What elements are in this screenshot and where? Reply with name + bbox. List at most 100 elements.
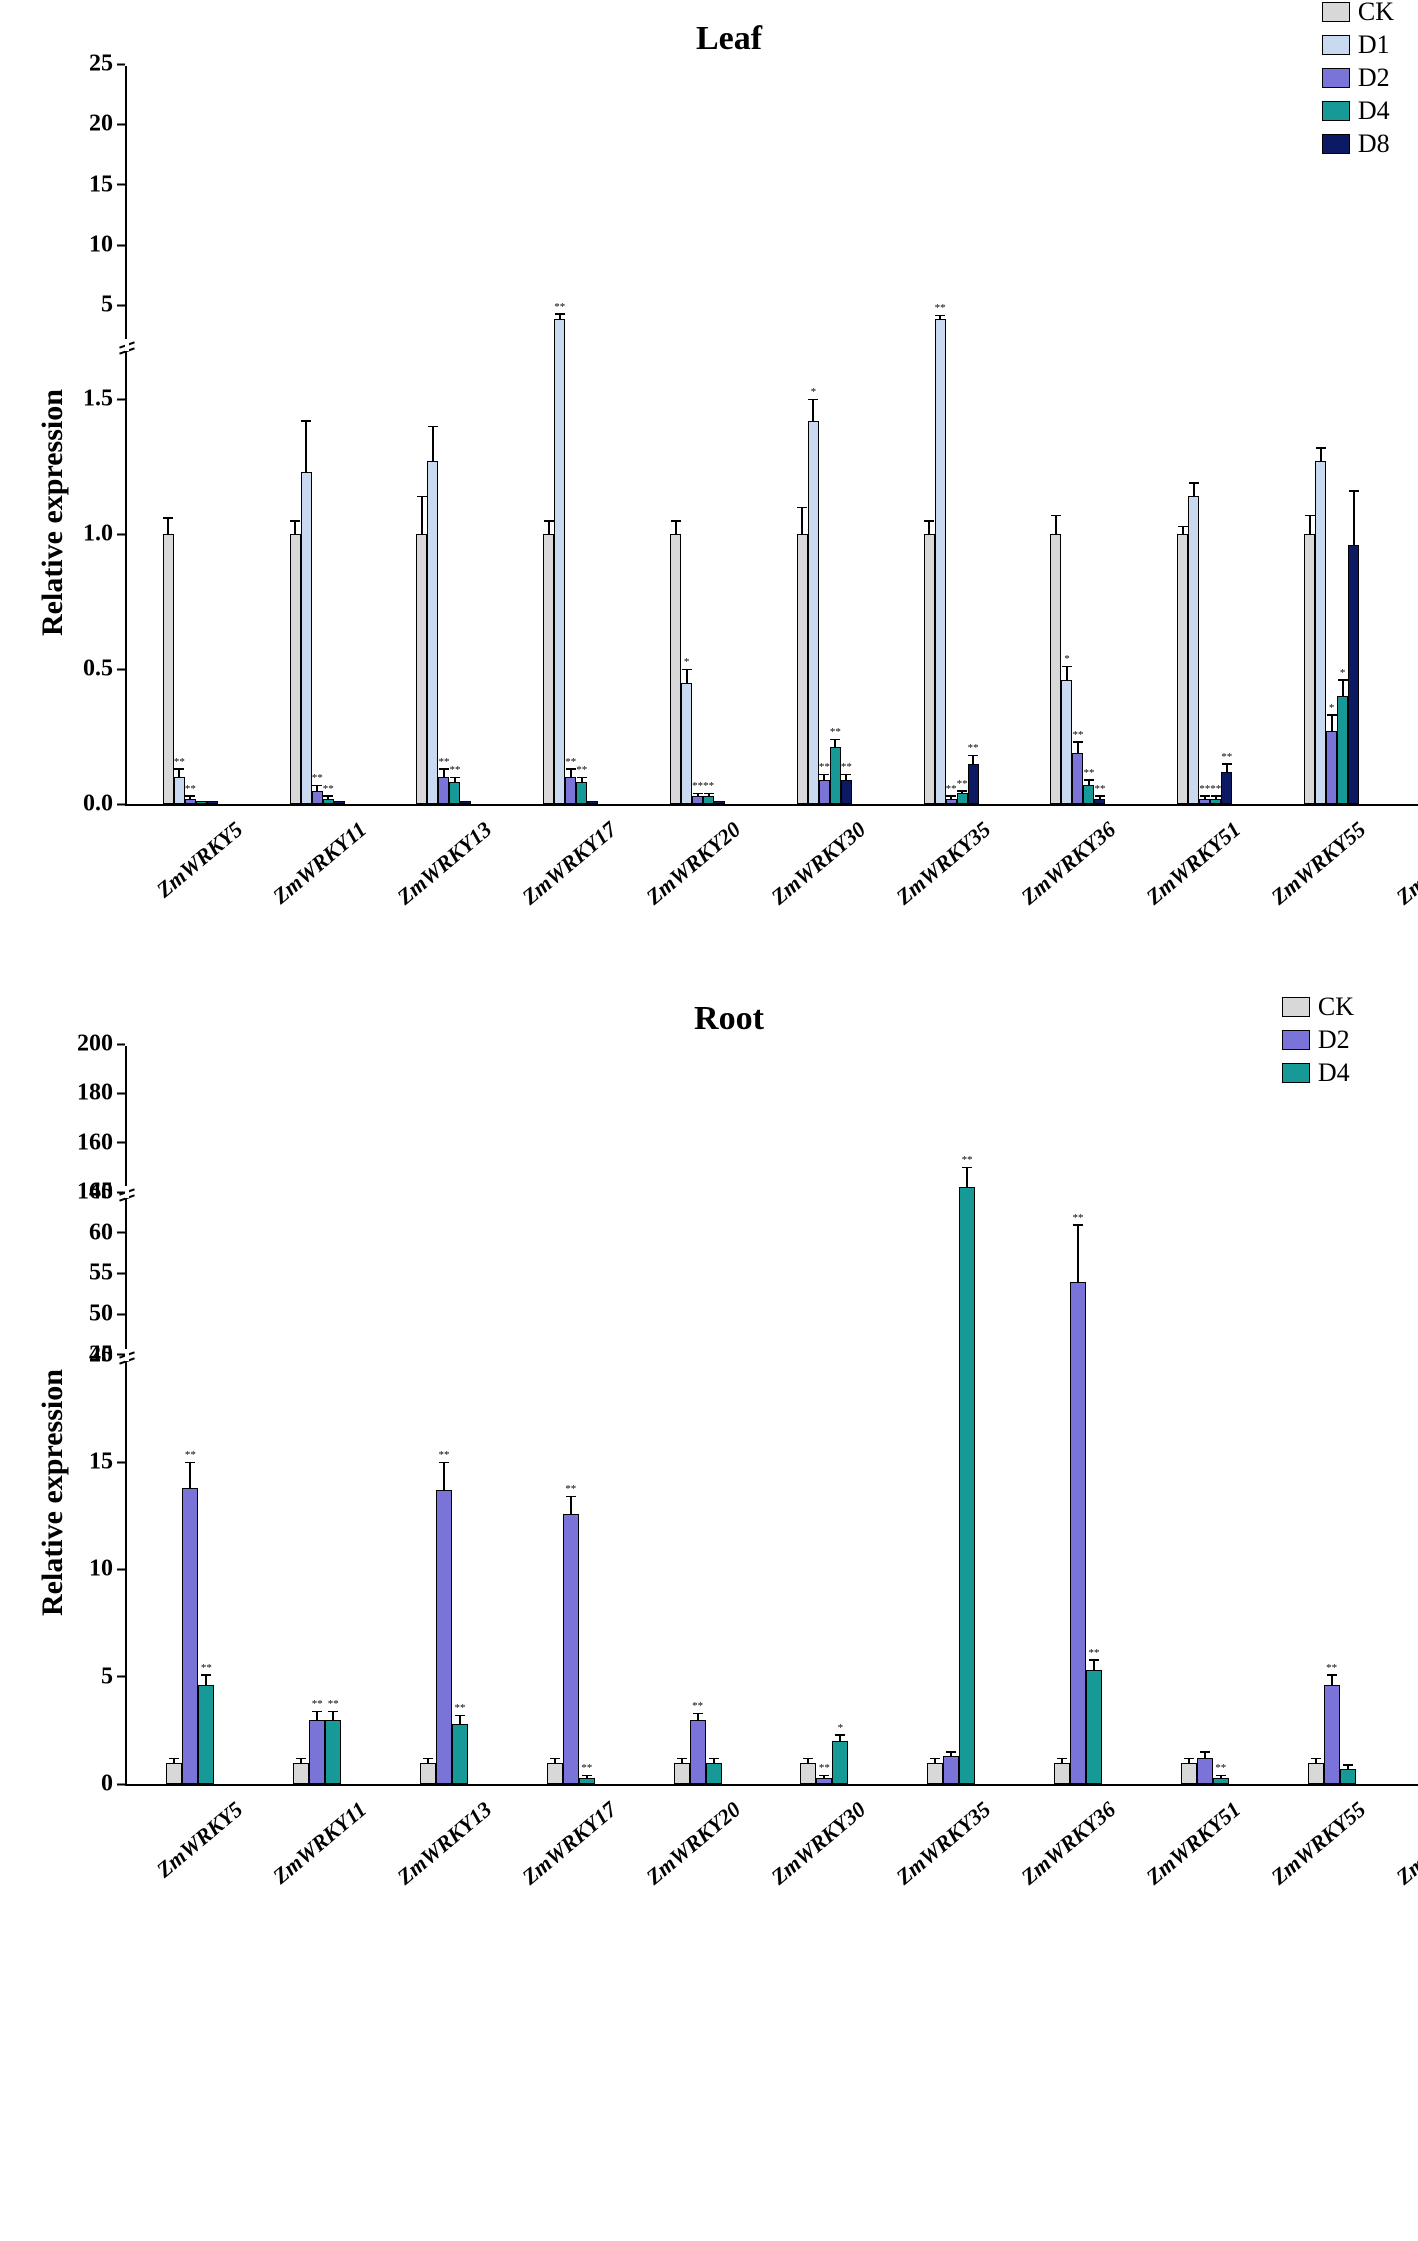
bar: ** <box>1070 1282 1086 1784</box>
gene-group <box>1395 1046 1418 1784</box>
gene-group: ***** <box>634 66 761 804</box>
gene-group: ** <box>1268 66 1395 804</box>
gene-group: ****** <box>1141 66 1268 804</box>
gene-group: ** <box>1141 1046 1268 1784</box>
legend-label: D1 <box>1358 30 1390 60</box>
bar: ** <box>1094 799 1105 804</box>
legend-swatch <box>1322 35 1350 55</box>
bar: * <box>1337 696 1348 804</box>
gene-group: ******* <box>1015 66 1142 804</box>
significance-mark: ** <box>1072 730 1083 741</box>
legend-item: CK <box>1322 0 1394 27</box>
significance-mark: ** <box>935 303 946 314</box>
bar <box>1181 1763 1197 1784</box>
significance-mark: ** <box>830 727 841 738</box>
legend-swatch <box>1322 101 1350 121</box>
legend-swatch <box>1282 997 1310 1017</box>
bar <box>166 1763 182 1784</box>
bar <box>670 534 681 804</box>
bar: ** <box>968 764 979 804</box>
y-axis-label: Relative expression <box>30 66 70 960</box>
y-tick: 60 <box>89 1219 125 1246</box>
bar <box>1197 1758 1213 1784</box>
significance-mark: ** <box>449 765 460 776</box>
significance-mark: ** <box>554 302 565 313</box>
significance-mark: ** <box>957 779 968 790</box>
gene-group: **** <box>127 66 254 804</box>
legend-label: D4 <box>1318 1058 1350 1088</box>
bar <box>334 801 345 804</box>
bar <box>1348 545 1359 804</box>
bar: ** <box>959 1187 975 1784</box>
gene-group: *** <box>761 1046 888 1784</box>
bar: * <box>808 421 819 804</box>
bar: ** <box>449 782 460 804</box>
bar <box>706 1763 722 1784</box>
significance-mark: ** <box>703 781 714 792</box>
bar: ** <box>452 1724 468 1784</box>
gene-group: ******* <box>761 66 888 804</box>
y-tick: 0.0 <box>83 791 125 818</box>
bar: ** <box>579 1778 595 1784</box>
bar: ** <box>957 793 968 804</box>
significance-mark: ** <box>1199 784 1210 795</box>
gene-group: ** <box>888 1046 1015 1784</box>
legend-label: D4 <box>1358 96 1390 126</box>
bar: ** <box>565 777 576 804</box>
chart-title: Root <box>70 1000 1388 1038</box>
significance-mark: * <box>1340 668 1346 679</box>
bar: ** <box>692 796 703 804</box>
significance-mark: ** <box>438 757 449 768</box>
gene-group: ****** <box>1395 66 1418 804</box>
significance-mark: ** <box>581 1763 592 1774</box>
significance-mark: ** <box>174 757 185 768</box>
significance-mark: ** <box>968 743 979 754</box>
bar <box>927 1763 943 1784</box>
legend-item: D2 <box>1322 63 1394 93</box>
bar: ** <box>438 777 449 804</box>
bar <box>290 534 301 804</box>
y-tick: 160 <box>77 1129 125 1156</box>
gene-group: ** <box>634 1046 761 1784</box>
significance-mark: ** <box>841 762 852 773</box>
significance-mark: ** <box>946 784 957 795</box>
significance-mark: ** <box>201 1663 212 1674</box>
y-tick: 140 <box>77 1179 125 1206</box>
chart-leaf: LeafRelative expression0.00.51.01.551015… <box>30 20 1388 960</box>
significance-mark: * <box>811 387 817 398</box>
bar: ** <box>1086 1670 1102 1784</box>
significance-mark: ** <box>323 784 334 795</box>
bar <box>1054 1763 1070 1784</box>
y-tick: 15 <box>89 171 125 198</box>
gene-group: ** <box>1268 1046 1395 1784</box>
significance-mark: ** <box>454 1703 465 1714</box>
bar: ** <box>1072 753 1083 804</box>
bar: * <box>1326 731 1337 804</box>
bar <box>1340 1769 1356 1784</box>
bar <box>674 1763 690 1784</box>
bar: * <box>1061 680 1072 804</box>
significance-mark: ** <box>1083 768 1094 779</box>
bar: ** <box>1210 799 1221 804</box>
significance-mark: ** <box>962 1155 973 1166</box>
bar: ** <box>1199 799 1210 804</box>
bar: ** <box>576 782 587 804</box>
legend-item: D1 <box>1322 30 1394 60</box>
gene-group: ****** <box>507 66 634 804</box>
gene-group: ** ** <box>127 1046 254 1784</box>
y-tick: 10 <box>89 1556 125 1583</box>
bar: ** <box>312 791 323 804</box>
bar <box>943 1756 959 1784</box>
y-tick: 5 <box>101 1663 125 1690</box>
bar <box>547 1763 563 1784</box>
gene-group: **** <box>1015 1046 1142 1784</box>
significance-mark: ** <box>819 762 830 773</box>
significance-mark: ** <box>692 1701 703 1712</box>
bar: ** <box>198 1685 214 1784</box>
bar <box>416 534 427 804</box>
legend-swatch <box>1322 68 1350 88</box>
significance-mark: ** <box>1088 1648 1099 1659</box>
significance-mark: ** <box>565 757 576 768</box>
significance-mark: ** <box>1094 784 1105 795</box>
legend-label: CK <box>1318 992 1354 1022</box>
